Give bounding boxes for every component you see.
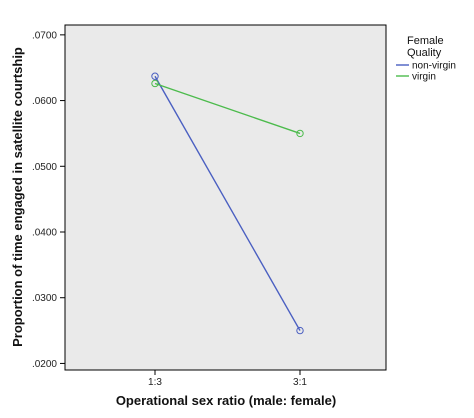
data-point-virgin [296, 129, 304, 138]
x-axis-ticks: 1:3 3:1 [148, 370, 307, 388]
y-axis-title: Proportion of time engaged in satellite … [10, 47, 25, 347]
legend-title-line-1: Female [407, 35, 444, 47]
data-point-non-virgin [151, 72, 159, 80]
y-tick-label: .0500 [32, 162, 57, 173]
legend-title-line-2: Quality [407, 47, 442, 59]
series-line-non-virgin [154, 75, 301, 331]
data-point-virgin [151, 79, 159, 88]
series-layer [151, 72, 304, 335]
y-tick-label: .0700 [32, 30, 57, 41]
legend-label-non-virgin: non-virgin [412, 61, 456, 72]
legend-label-virgin: virgin [412, 72, 436, 83]
x-tick-label: 3:1 [293, 377, 307, 388]
x-tick-label: 1:3 [148, 377, 162, 388]
y-axis-ticks: .0200 .0300 .0400 .0500 .0600 .0700 [32, 30, 65, 370]
y-tick-label: .0600 [32, 96, 57, 107]
x-axis-title: Operational sex ratio (male: female) [116, 393, 336, 408]
series-line-virgin [154, 82, 301, 135]
data-point-non-virgin [296, 326, 304, 335]
y-tick-label: .0300 [32, 293, 57, 304]
y-tick-label: .0400 [32, 228, 57, 239]
plot-area [64, 24, 387, 371]
y-tick-label: .0200 [32, 359, 57, 370]
